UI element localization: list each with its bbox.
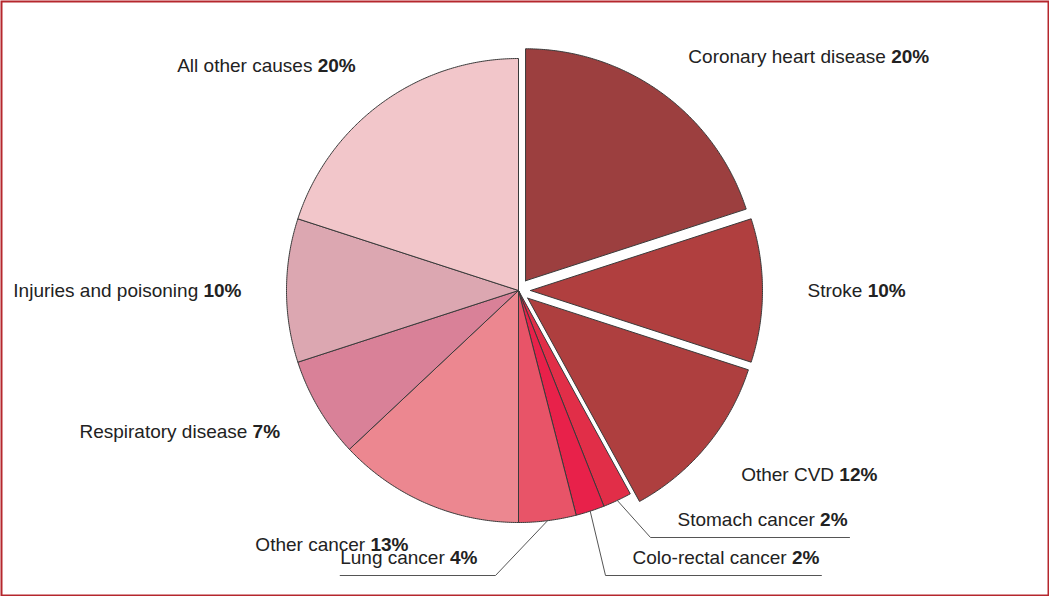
svg-text:Other cancer: Other cancer <box>255 534 365 555</box>
svg-text:10%: 10% <box>868 280 906 301</box>
svg-text:Other CVD: Other CVD <box>741 464 834 485</box>
svg-text:Injuries and poisoning: Injuries and poisoning <box>13 280 198 301</box>
svg-text:Stomach cancer: Stomach cancer <box>678 509 816 530</box>
svg-text:20%: 20% <box>891 46 929 67</box>
svg-text:All other causes: All other causes <box>177 55 312 76</box>
svg-text:Lung cancer: Lung cancer <box>340 546 445 568</box>
svg-text:13%: 13% <box>370 534 408 555</box>
svg-text:7%: 7% <box>253 421 281 442</box>
svg-text:4%: 4% <box>450 547 478 568</box>
svg-text:20%: 20% <box>318 55 356 76</box>
svg-text:Stroke: Stroke <box>808 280 863 301</box>
svg-text:2%: 2% <box>820 509 848 530</box>
svg-text:10%: 10% <box>203 280 241 301</box>
svg-text:Coronary heart disease: Coronary heart disease <box>688 46 886 67</box>
svg-text:Respiratory disease: Respiratory disease <box>79 421 247 442</box>
svg-text:12%: 12% <box>839 464 877 485</box>
svg-text:Colo-rectal cancer: Colo-rectal cancer <box>633 547 788 568</box>
svg-text:2%: 2% <box>792 547 820 568</box>
